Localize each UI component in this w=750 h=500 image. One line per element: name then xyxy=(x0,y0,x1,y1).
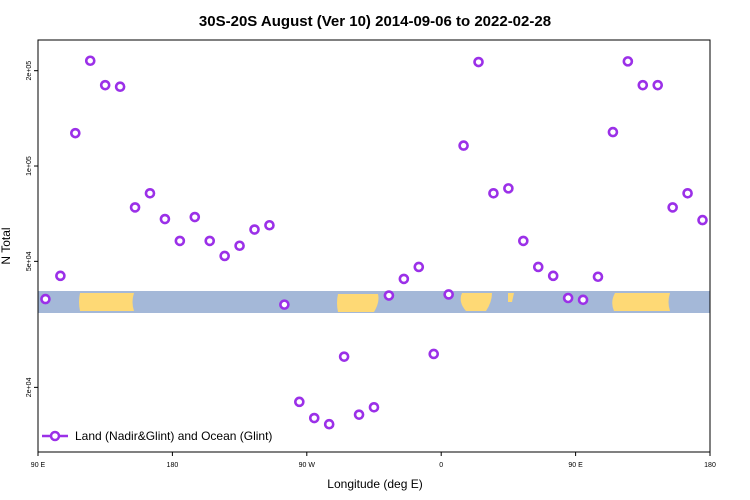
data-point-27 xyxy=(443,289,454,300)
y-axis-label: N Total xyxy=(0,227,13,264)
data-point-22 xyxy=(368,402,380,413)
y-tick-label-1: 5e+04 xyxy=(26,251,33,271)
plot-frame xyxy=(37,39,711,453)
x-tick-label-4: 90 E xyxy=(568,462,583,469)
data-point-6 xyxy=(129,202,141,213)
data-point-1 xyxy=(55,270,66,282)
data-point-12 xyxy=(219,250,230,262)
data-point-0 xyxy=(40,293,51,305)
legend-marker xyxy=(49,430,61,442)
data-point-38 xyxy=(607,126,619,138)
data-point-31 xyxy=(503,183,514,194)
data-point-20 xyxy=(338,351,350,362)
land-south-america xyxy=(337,294,379,312)
x-axis: 90 E 180 90 W 0 90 E 180 xyxy=(31,452,716,469)
data-point-9 xyxy=(174,235,186,247)
data-point-30 xyxy=(488,188,499,199)
data-point-42 xyxy=(667,202,678,213)
data-point-35 xyxy=(562,292,574,304)
data-point-16 xyxy=(279,299,290,310)
data-point-41 xyxy=(652,79,664,91)
data-point-5 xyxy=(114,81,126,93)
x-tick-label-5: 180 xyxy=(704,462,716,469)
data-point-2 xyxy=(70,127,81,139)
data-points xyxy=(40,55,708,430)
x-tick-label-3: 0 xyxy=(439,462,443,469)
data-point-7 xyxy=(144,188,156,199)
data-point-4 xyxy=(99,79,111,91)
data-point-21 xyxy=(353,409,365,420)
data-point-11 xyxy=(204,235,216,247)
data-point-28 xyxy=(458,140,469,151)
data-point-44 xyxy=(697,214,708,226)
data-point-26 xyxy=(428,348,440,360)
data-point-32 xyxy=(518,235,529,247)
chart-title: 30S-20S August (Ver 10) 2014-09-06 to 20… xyxy=(199,13,551,30)
x-tick-label-2: 90 W xyxy=(299,462,316,469)
data-point-24 xyxy=(398,273,410,285)
data-point-43 xyxy=(682,188,693,199)
land-madagascar xyxy=(508,293,514,302)
data-point-40 xyxy=(637,79,649,91)
legend-label: Land (Nadir&Glint) and Ocean (Glint) xyxy=(75,429,272,443)
x-tick-label-1: 180 xyxy=(167,462,179,469)
data-point-15 xyxy=(264,219,275,231)
data-point-36 xyxy=(577,294,589,306)
data-point-33 xyxy=(532,261,544,273)
data-point-29 xyxy=(473,56,484,68)
y-axis: 2e+04 5e+04 1e+05 2e+05 xyxy=(26,61,38,397)
data-point-34 xyxy=(547,270,559,282)
y-tick-label-2: 1e+05 xyxy=(26,156,33,176)
data-point-13 xyxy=(234,240,245,252)
data-point-10 xyxy=(189,211,201,223)
land-australia-2 xyxy=(612,293,670,311)
data-point-14 xyxy=(249,224,260,235)
map-strip xyxy=(38,291,710,313)
data-point-19 xyxy=(323,418,335,430)
data-point-8 xyxy=(159,213,171,225)
land-africa xyxy=(460,293,492,311)
data-point-25 xyxy=(413,261,425,273)
data-point-18 xyxy=(308,412,320,424)
x-axis-label: Longitude (deg E) xyxy=(327,477,422,491)
land-australia-1 xyxy=(79,293,134,311)
data-point-17 xyxy=(294,396,305,408)
data-point-23 xyxy=(383,290,395,301)
y-tick-label-0: 2e+04 xyxy=(26,377,33,397)
x-tick-label-0: 90 E xyxy=(31,462,46,469)
data-point-37 xyxy=(592,271,604,283)
data-point-39 xyxy=(622,56,634,67)
data-point-3 xyxy=(84,55,96,67)
legend: Land (Nadir&Glint) and Ocean (Glint) xyxy=(42,429,272,443)
y-tick-label-3: 2e+05 xyxy=(26,61,33,81)
